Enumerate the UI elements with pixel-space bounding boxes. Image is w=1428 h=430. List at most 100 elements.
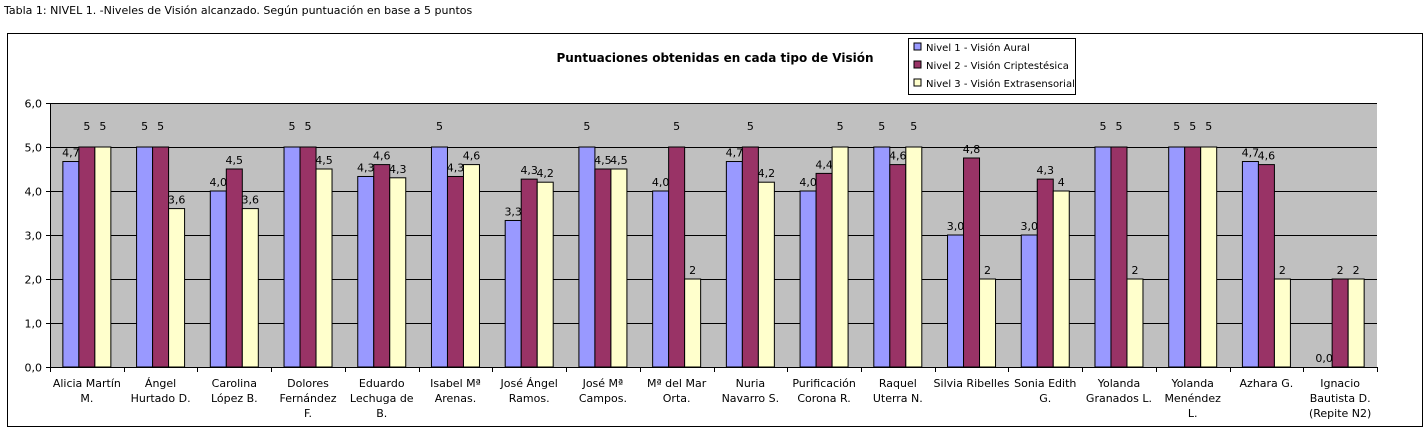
data-label: 5 <box>157 120 164 133</box>
bar <box>373 164 391 368</box>
data-label: 2 <box>984 264 991 277</box>
data-label: 4,3 <box>357 161 375 174</box>
x-category-label: Sonia Edith G. <box>1014 377 1076 405</box>
x-category-line: G. <box>1039 392 1051 405</box>
bar <box>209 190 227 368</box>
data-label: 2 <box>1131 264 1138 277</box>
y-tick-label: 5,0 <box>25 142 43 155</box>
x-category-label: Dolores Fernández F. <box>280 377 337 420</box>
x-category-label: Ignacio Bautista D. (Repite N2) <box>1309 377 1371 420</box>
data-label: 4,7 <box>1242 147 1260 160</box>
x-category-line: Isabel Mª <box>430 377 481 390</box>
x-category-line: Ramos. <box>509 392 550 405</box>
bar <box>831 146 849 368</box>
x-category-line: Raquel <box>879 377 917 390</box>
x-category-line: L. <box>1188 407 1198 420</box>
legend-swatch <box>913 78 922 87</box>
bar <box>504 219 522 368</box>
x-category-line: F. <box>304 407 312 420</box>
x-category-line: Nuria <box>736 377 766 390</box>
data-label: 4,8 <box>963 143 981 156</box>
data-label: 5 <box>837 120 844 133</box>
x-category-line: Yolanda <box>1097 377 1140 390</box>
x-category-label: Nuria Navarro S. <box>722 377 780 405</box>
x-category-line: Ángel <box>145 377 176 390</box>
x-category-line: Corona R. <box>797 392 850 405</box>
x-category-label: Raquel Uterra N. <box>873 377 923 405</box>
x-category-line: Ignacio <box>1320 377 1360 390</box>
x-category-line: Bautista D. <box>1310 392 1371 405</box>
x-category-label: José Ángel Ramos. <box>500 377 558 405</box>
x-category-label: Alicia Martín M. <box>53 377 121 405</box>
bar <box>1168 146 1186 368</box>
x-category-label: Azhara G. <box>1240 377 1294 390</box>
data-label: 3,6 <box>168 194 186 207</box>
x-category-line: José Mª <box>582 377 624 390</box>
x-category-line: Sonia Edith <box>1014 377 1076 390</box>
data-label: 4,0 <box>799 176 817 189</box>
bar <box>610 168 628 368</box>
data-label: 4,7 <box>62 147 80 160</box>
bar <box>578 146 596 368</box>
x-category-label: Yolanda Granados L. <box>1086 377 1152 405</box>
x-category-label: Ángel Hurtado D. <box>131 377 191 405</box>
x-category-label: Silvia Ribelles <box>934 377 1010 390</box>
data-label: 2 <box>1337 264 1344 277</box>
x-category-label: Purificación Corona R. <box>792 377 856 405</box>
data-label: 2 <box>1279 264 1286 277</box>
bar <box>1036 178 1054 368</box>
data-label: 4,6 <box>373 150 391 163</box>
data-label: 4,7 <box>726 147 744 160</box>
bar <box>1094 146 1112 368</box>
bar <box>947 234 965 368</box>
data-label: 5 <box>1115 120 1122 133</box>
bar <box>94 146 112 368</box>
bar <box>299 146 317 368</box>
bar <box>889 164 907 368</box>
bar <box>1110 146 1128 368</box>
data-label: 2 <box>1353 264 1360 277</box>
bar <box>168 208 186 368</box>
bar <box>62 161 80 368</box>
x-category-line: Orta. <box>663 392 691 405</box>
data-label: 3,0 <box>1021 220 1039 233</box>
data-label: 4,0 <box>210 176 228 189</box>
x-category-label: Carolina López B. <box>211 377 258 405</box>
bar <box>873 146 891 368</box>
bar <box>1347 278 1365 368</box>
legend-entry: Nivel 2 - Visión Criptestésica <box>926 60 1069 72</box>
bar <box>136 146 154 368</box>
data-label: 4,3 <box>520 164 538 177</box>
data-label: 4,2 <box>536 167 554 180</box>
x-category-line: Fernández <box>280 392 337 405</box>
data-label: 5 <box>878 120 885 133</box>
bar <box>389 177 407 368</box>
data-label: 5 <box>910 120 917 133</box>
bar <box>757 181 775 368</box>
data-label: 3,6 <box>242 194 260 207</box>
data-label: 5 <box>99 120 106 133</box>
data-label: 4,2 <box>758 167 776 180</box>
x-category-line: Menéndez <box>1164 392 1221 405</box>
x-category-line: Arenas. <box>435 392 477 405</box>
bar <box>315 168 333 368</box>
x-category-line: Campos. <box>579 392 627 405</box>
bar <box>1126 278 1144 368</box>
data-label: 5 <box>1189 120 1196 133</box>
legend-swatch <box>913 60 922 69</box>
data-label: 2 <box>689 264 696 277</box>
data-label: 5 <box>747 120 754 133</box>
bar <box>725 161 743 368</box>
x-category-line: Hurtado D. <box>131 392 191 405</box>
bar <box>536 181 554 368</box>
x-category-label: Yolanda Menéndez L. <box>1164 377 1221 420</box>
y-tick-label: 2,0 <box>25 274 43 287</box>
data-label: 4,5 <box>610 154 628 167</box>
data-label: 4,0 <box>652 176 670 189</box>
bar <box>520 178 538 368</box>
bar <box>430 146 448 368</box>
data-label: 3,3 <box>504 205 522 218</box>
data-label: 5 <box>436 120 443 133</box>
bar <box>684 278 702 368</box>
bar <box>283 146 301 368</box>
